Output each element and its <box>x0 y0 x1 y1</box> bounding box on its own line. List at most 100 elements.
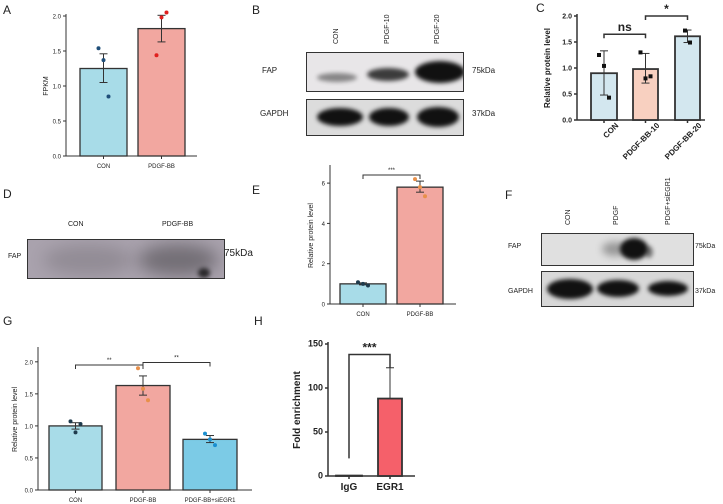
y-tick-label: 0.0 <box>562 118 572 125</box>
bar-pdgf-bb <box>137 27 186 157</box>
y-tick-label: 1.5 <box>25 392 34 398</box>
data-point <box>423 194 427 199</box>
data-point <box>597 53 601 57</box>
y-axis-label: Relative protein level <box>543 28 552 108</box>
y-tick-label: 150 <box>308 339 323 349</box>
y-tick-label: 2.0 <box>53 15 62 21</box>
x-tick-label: PDGF-BB-20 <box>663 121 704 162</box>
gapdh-blot <box>306 99 464 136</box>
y-tick-label: 1.0 <box>53 85 62 91</box>
data-point <box>78 421 83 426</box>
data-point <box>141 386 145 391</box>
y-axis-label: Relative protein level <box>12 387 19 452</box>
y-tick-label: 2.0 <box>562 14 572 21</box>
data-point <box>73 430 78 435</box>
x-tick-label: PDGF-BB <box>148 164 175 170</box>
data-point <box>638 50 643 55</box>
data-point <box>643 76 648 81</box>
data-point <box>154 53 159 58</box>
y-tick-label: 0.0 <box>25 489 34 495</box>
significance-label: ns <box>618 20 632 34</box>
chart-panel-e: 0 2 4 6 Relative protein level CON PDGF-BB *** <box>308 165 456 318</box>
y-tick-label: 0 <box>322 303 326 309</box>
lane-label: PDGF-20 <box>434 14 441 44</box>
significance-label: * <box>664 2 669 16</box>
panel-label-h: H <box>254 314 263 328</box>
row-label: GAPDH <box>260 109 289 118</box>
fap-blot <box>27 239 225 279</box>
x-tick-label: CON <box>69 498 82 504</box>
data-point <box>683 28 687 33</box>
data-point <box>96 46 101 51</box>
y-tick-label: 1.0 <box>562 66 572 73</box>
lane-label: CON <box>333 28 340 44</box>
data-point <box>648 74 653 79</box>
y-tick-label: 1.0 <box>25 424 34 430</box>
lane-label: PDGF <box>613 205 620 225</box>
significance-bracket <box>362 174 421 180</box>
row-label: FAP <box>508 243 522 250</box>
lane-label: CON <box>565 209 572 225</box>
data-point <box>361 281 365 286</box>
x-tick-label: PDGF-BB-10 <box>621 121 662 162</box>
data-point <box>356 280 360 285</box>
significance-bracket <box>603 33 647 39</box>
chart-panel-h: 0 50 100 150 Fold enrichment IgG EGR1 *** <box>292 339 415 493</box>
panel-label-g: G <box>3 314 13 328</box>
bar-pdgf-bb-siegr1 <box>182 438 238 491</box>
panel-label-f: F <box>505 188 513 202</box>
significance-label: ** <box>107 358 112 364</box>
lane-label: PDGF-BB <box>162 221 194 228</box>
data-point <box>208 437 212 442</box>
panel-label-b: B <box>252 3 261 17</box>
lane-label: PDGF+siEGR1 <box>665 177 672 225</box>
significance-bracket <box>75 364 144 370</box>
data-point <box>203 431 207 436</box>
x-tick-label: IgG <box>341 482 358 493</box>
y-tick-label: 4 <box>322 222 326 228</box>
y-tick-label: 0.0 <box>53 155 62 161</box>
fap-blot <box>541 233 694 266</box>
size-marker: 75kDa <box>695 243 716 250</box>
data-point <box>68 419 73 424</box>
row-label: FAP <box>8 253 22 260</box>
data-point <box>602 63 606 68</box>
x-tick-label: PDGF-BB+siEGR1 <box>185 498 237 504</box>
row-label: FAP <box>262 66 278 75</box>
y-tick-label: 6 <box>322 182 326 188</box>
data-point <box>164 10 169 15</box>
data-point <box>159 15 164 20</box>
y-axis-label: Fold enrichment <box>292 370 303 448</box>
size-marker: 75kDa <box>224 248 253 259</box>
bar-con <box>48 425 103 491</box>
gapdh-blot <box>541 271 694 307</box>
data-point <box>106 94 111 99</box>
y-axis-label: Relative protein level <box>308 203 315 268</box>
data-point <box>213 443 217 448</box>
panel-label-c: C <box>536 1 545 15</box>
bar-pdgf-bb <box>396 186 444 305</box>
x-tick-label: PDGF-BB <box>130 498 157 504</box>
y-tick-label: 2.0 <box>25 360 34 366</box>
x-tick-label: CON <box>97 164 110 170</box>
lane-label: CON <box>68 221 84 228</box>
y-tick-label: 0.5 <box>53 120 62 126</box>
y-tick-label: 100 <box>308 383 323 393</box>
data-point <box>418 185 422 190</box>
y-tick-label: 50 <box>313 427 323 437</box>
y-tick-label: 1.5 <box>562 40 572 47</box>
panel-label-e: E <box>252 183 261 197</box>
y-axis-label: FPKM <box>43 76 50 96</box>
row-label: GAPDH <box>508 288 533 295</box>
significance-label: ** <box>174 355 179 361</box>
significance-label: *** <box>362 341 376 355</box>
y-tick-label: 2 <box>322 262 326 268</box>
data-point <box>366 283 370 288</box>
bar-con <box>339 283 387 305</box>
size-marker: 37kDa <box>695 288 716 295</box>
data-point <box>413 177 417 182</box>
lane-label: PDGF-10 <box>384 14 391 44</box>
bar-egr1 <box>377 397 403 477</box>
bar-pdgf-bb-20 <box>674 35 701 121</box>
